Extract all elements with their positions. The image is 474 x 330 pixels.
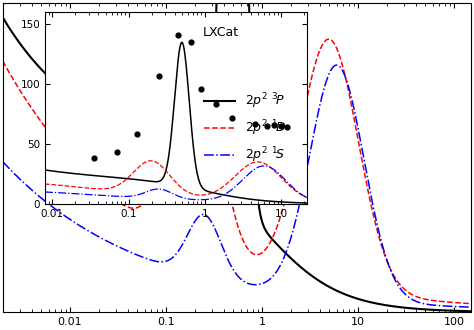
Legend: $2p^2\ {}^3\!P$, $2p^2\ {}^1\!D$, $2p^2\ {}^1\!S$: $2p^2\ {}^3\!P$, $2p^2\ {}^1\!D$, $2p^2\… <box>199 86 292 170</box>
